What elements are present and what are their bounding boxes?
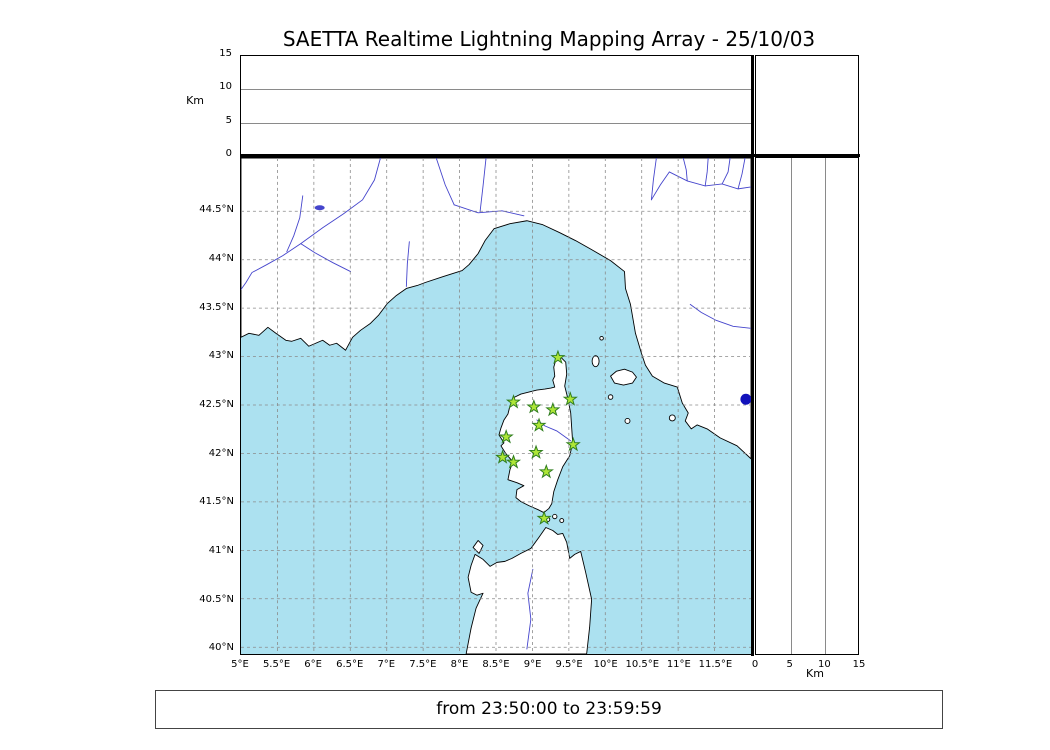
station-star-marker — [536, 510, 552, 525]
lat-tick-label: 40°N — [208, 642, 234, 654]
river-piedmont-1 — [435, 158, 455, 206]
river-verdon — [300, 243, 352, 272]
island-gorgona — [599, 336, 604, 341]
lon-tick-label: 8.5°E — [482, 659, 510, 670]
event-dot — [740, 393, 751, 405]
lon-tick-label: 9.5°E — [555, 659, 583, 670]
event-markers — [740, 393, 751, 405]
coast-france-italy — [241, 158, 751, 460]
right-panel-gridline — [790, 158, 792, 654]
river-po-trib-1 — [682, 158, 688, 182]
map-panel — [240, 157, 752, 655]
river-po — [668, 171, 751, 190]
landmasses — [241, 158, 751, 654]
station-star-marker — [505, 454, 522, 469]
station-star-marker — [526, 399, 542, 414]
status-text: from 23:50:00 to 23:59:59 — [436, 699, 662, 719]
lon-tick-label: 6.5°E — [336, 659, 364, 670]
lon-tick-label: 11°E — [666, 659, 691, 670]
island-pianosa — [607, 394, 614, 400]
island-elba — [610, 368, 637, 386]
top-panel-ytick-label: 0 — [225, 148, 232, 159]
top-panel-ytick-label: 5 — [225, 114, 232, 126]
lat-tick-label: 43.5°N — [199, 301, 234, 313]
station-star-marker — [550, 349, 566, 365]
lat-tick-label: 44°N — [208, 253, 234, 265]
river-arno — [689, 303, 751, 329]
island-capraia — [591, 355, 600, 368]
lon-tick-label: 10.5°E — [625, 659, 660, 670]
map-grid — [241, 158, 751, 654]
river-piedmont-3 — [479, 158, 487, 213]
river-var — [405, 241, 410, 287]
altitude-vs-latitude-panel — [755, 157, 859, 655]
lon-tick-label: 8°E — [450, 659, 469, 670]
station-star-marker — [538, 463, 554, 479]
lon-tick-label: 7°E — [377, 659, 396, 670]
lon-tick-label: 7.5°E — [409, 659, 437, 670]
lon-tick-label: 9°E — [523, 659, 542, 670]
right-panel-xtick-label: 10 — [817, 659, 831, 670]
top-panel-axis-label: Km — [186, 94, 204, 107]
river-sardinia — [526, 568, 534, 650]
river-po-trib-2 — [704, 158, 709, 187]
island-corsica — [498, 354, 574, 514]
lake-serre-poncon — [314, 205, 325, 211]
lon-tick-label: 5.5°E — [262, 659, 291, 670]
right-panel-gridline — [825, 158, 827, 654]
lon-tick-label: 11.5°E — [698, 659, 733, 670]
lat-tick-label: 41.5°N — [199, 496, 234, 508]
lon-tick-label: 6°E — [304, 659, 322, 670]
station-star-marker — [505, 394, 522, 409]
station-star-marker — [528, 444, 544, 459]
river-piedmont-2 — [453, 204, 525, 217]
lat-tick-label: 42°N — [208, 447, 234, 459]
altitude-vs-longitude-panel — [240, 55, 752, 155]
separator-horizontal — [240, 154, 860, 157]
island-maddalena-2 — [552, 513, 558, 520]
rivers — [241, 158, 751, 650]
island-sardinia — [465, 527, 593, 654]
right-panel-axis-label: Km — [806, 667, 824, 680]
station-star-marker — [562, 391, 578, 406]
top-panel-gridline — [241, 122, 751, 124]
river-durance-upper — [286, 195, 304, 253]
station-star-marker — [565, 436, 581, 452]
page-title: SAETTA Realtime Lightning Mapping Array … — [282, 27, 816, 51]
right-panel-xtick-label: 5 — [786, 659, 793, 670]
separator-vertical — [751, 55, 754, 656]
lat-tick-label: 41°N — [208, 544, 234, 556]
top-panel-ytick-label: 10 — [219, 81, 232, 93]
island-montecristo — [624, 418, 631, 424]
saetta-station-markers — [494, 349, 581, 525]
lon-tick-label: 5°E — [231, 659, 249, 670]
lat-tick-label: 42.5°N — [199, 399, 234, 411]
island-giglio — [668, 414, 676, 422]
station-star-marker — [531, 417, 547, 432]
top-panel-ytick-label: 15 — [219, 48, 232, 59]
river-po-trib-4 — [737, 158, 746, 190]
top-panel-gridline — [241, 89, 751, 91]
lat-tick-label: 43°N — [208, 350, 234, 362]
right-panel-xtick-label: 15 — [852, 659, 866, 670]
island-maddalena-3 — [559, 518, 565, 523]
status-bar: from 23:50:00 to 23:59:59 — [155, 690, 943, 729]
lat-tick-label: 44.5°N — [199, 204, 234, 216]
river-tanaro-upper — [650, 158, 657, 201]
lat-tick-label: 40.5°N — [199, 593, 234, 605]
river-tanaro — [650, 171, 670, 201]
river-po-trib-3 — [721, 158, 731, 185]
lon-tick-label: 10°E — [593, 659, 618, 670]
right-panel-xtick-label: 0 — [751, 659, 759, 670]
mediterranean-map — [241, 158, 751, 654]
corner-panel — [755, 55, 859, 155]
station-star-marker — [498, 429, 514, 444]
station-star-marker — [494, 449, 511, 464]
station-star-marker — [545, 401, 561, 417]
